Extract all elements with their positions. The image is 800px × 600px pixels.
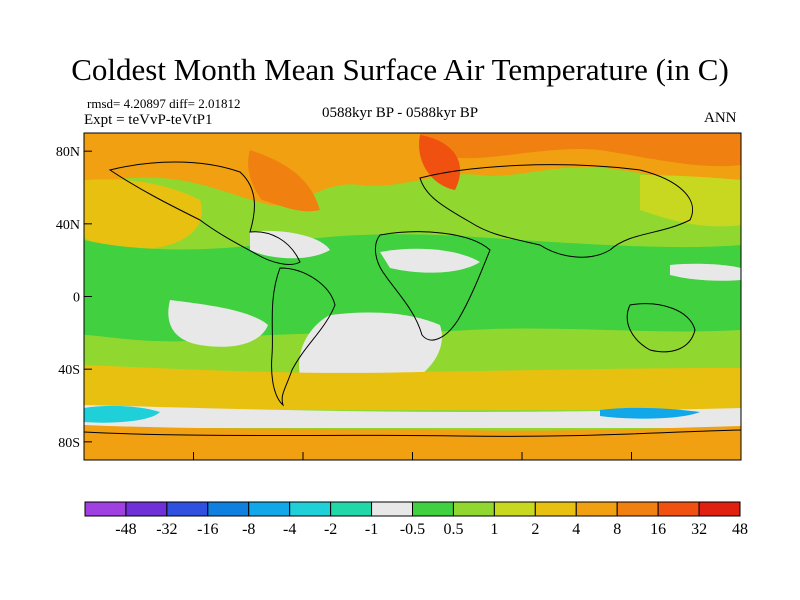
period-label: 0588kyr BP - 0588kyr BP [322, 105, 479, 121]
season-label: ANN [704, 110, 737, 126]
colorbar-label: -2 [324, 521, 337, 538]
region-coast-cold-west [84, 405, 160, 423]
region-north-atlantic [248, 150, 320, 212]
colorbar-box [371, 501, 413, 517]
colorbar-box [616, 501, 659, 517]
colorbar-label: 8 [613, 521, 621, 538]
colorbar-label: -32 [156, 521, 177, 538]
colorbar-box [575, 501, 618, 517]
colorbar-box [207, 501, 250, 517]
region-antarctic-coast [84, 405, 741, 428]
page-title: Coldest Month Mean Surface Air Temperatu… [71, 52, 729, 87]
map-plot: 80N 40N 0 40S 80S 180120W60W060E120E180 [56, 132, 742, 461]
region-north-pacific [84, 179, 202, 250]
stats-line: rmsd= 4.20897 diff= 2.01812 [87, 96, 241, 111]
colorbar-label: 0.5 [443, 521, 463, 538]
lat-tick-label: 80S [58, 436, 80, 451]
colorbar-label: -1 [365, 521, 378, 538]
colorbar-box [84, 501, 127, 517]
colorbar-box [452, 501, 495, 517]
colorbar-label: -8 [242, 521, 255, 538]
region-antarctica [84, 425, 741, 460]
colorbar-box [166, 501, 209, 517]
colorbar-label: 2 [531, 521, 539, 538]
region-east-pacific [168, 300, 268, 347]
lon-axis: 180120W60W060E120E180 [83, 452, 742, 460]
region-equatorial-pacific [670, 263, 741, 281]
region-north-high [84, 133, 741, 206]
colorbar-box [657, 501, 700, 517]
colorbar-label: -16 [197, 521, 218, 538]
colorbar-label: 32 [691, 521, 707, 538]
lat-tick-label: 40S [58, 363, 80, 378]
colorbar-label: 48 [732, 521, 748, 538]
lat-axis: 80N 40N 0 40S 80S [56, 145, 92, 451]
colorbar-box [698, 501, 741, 517]
colorbar-box [330, 501, 373, 517]
colorbar-label: 1 [490, 521, 498, 538]
region-siberia [420, 133, 741, 167]
colorbar-box [125, 501, 168, 517]
colorbar-box [412, 501, 454, 517]
colorbar-label: 4 [572, 521, 580, 538]
lat-tick-label: 0 [73, 291, 80, 306]
colorbar-box [289, 501, 332, 517]
colorbar-box [534, 501, 577, 517]
colorbar-label: -0.5 [400, 521, 425, 538]
colorbar-label: -4 [283, 521, 296, 538]
colorbar-box [493, 501, 536, 517]
coastlines [84, 161, 741, 437]
colorbar-box [248, 501, 291, 517]
lat-tick-label: 80N [56, 145, 80, 160]
lat-tick-label: 40N [56, 218, 80, 233]
colorbar-label: -48 [115, 521, 136, 538]
region-southern-ocean [84, 365, 741, 410]
region-north-africa [380, 248, 480, 273]
colorbar-labels: -48 -32 -16 -8 -4 -2 -1 -0.5 0.5 1 2 4 8 16 32 48 [115, 521, 748, 538]
colorbar-boxes [84, 501, 741, 517]
colorbar-label: 16 [650, 521, 666, 538]
region-gulf [250, 230, 330, 259]
experiment-line: Expt = teVvP-teVtP1 [84, 112, 213, 128]
region-coast-cold-east [600, 407, 700, 419]
region-greenland [419, 135, 461, 190]
